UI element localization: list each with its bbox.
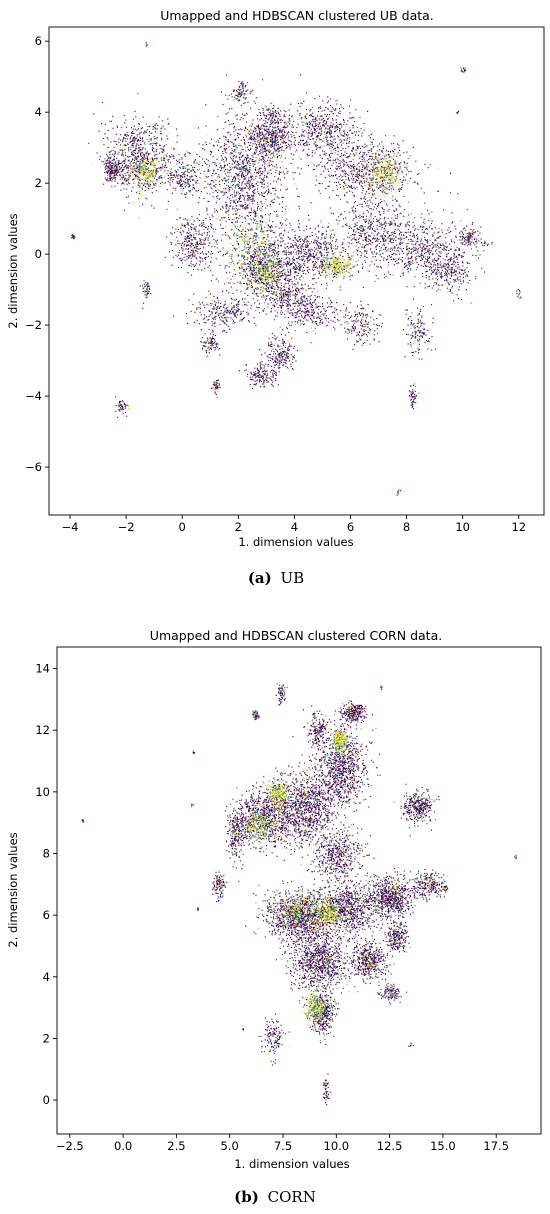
corn-y-tick-label-7: 14: [35, 662, 50, 676]
corn-y-axis-label: 2. dimension values: [6, 832, 20, 947]
ub-x-tick-label-2: 0: [179, 520, 186, 534]
svg-text:(a) UB: (a) UB: [248, 569, 304, 587]
ub-caption-text: UB: [281, 569, 305, 587]
ub-x-tick-label-7: 10: [455, 520, 470, 534]
ub-y-tick-label-1: −4: [25, 389, 42, 403]
ub-y-axis-ticks: −6 −4 −2 0 2 4 6: [25, 34, 49, 474]
corn-y-tick-label-6: 12: [35, 723, 50, 737]
corn-y-tick-label-3: 6: [43, 908, 50, 922]
corn-caption-text: CORN: [268, 1188, 316, 1206]
ub-y-tick-label-3: 0: [35, 247, 42, 261]
corn-x-tick-label-2: 2.5: [167, 1139, 185, 1153]
ub-y-tick-label-0: −6: [25, 460, 42, 474]
corn-x-tick-label-8: 17.5: [483, 1139, 509, 1153]
corn-x-tick-label-5: 10.0: [324, 1139, 350, 1153]
ub-plot-frame: [48, 26, 545, 516]
corn-x-tick-label-6: 12.5: [377, 1139, 403, 1153]
ub-y-tick-label-6: 6: [35, 34, 42, 48]
corn-x-tick-label-7: 15.0: [430, 1139, 456, 1153]
corn-plot-frame: [56, 646, 542, 1135]
corn-point-group-0: [81, 683, 517, 1105]
corn-caption: (b) CORN: [234, 1188, 316, 1206]
ub-point-group-2: [106, 94, 521, 409]
ub-x-tick-label-3: 2: [235, 520, 242, 534]
corn-scatter-points: [81, 683, 517, 1105]
ub-y-tick-label-2: −2: [25, 318, 42, 332]
corn-x-axis-ticks: −2.5 0.0 2.5 5.0 7.5 10.0 12.5 15.0 17.5: [56, 1134, 509, 1153]
ub-x-tick-label-5: 6: [347, 520, 354, 534]
ub-x-tick-label-8: 12: [511, 520, 526, 534]
corn-x-tick-label-3: 5.0: [221, 1139, 239, 1153]
corn-y-axis-ticks: 0 2 4 6 8 10 12 14: [35, 662, 57, 1107]
ub-y-axis-label: 2. dimension values: [6, 213, 20, 328]
svg-text:(b) CORN: (b) CORN: [234, 1188, 316, 1206]
ub-x-tick-label-1: −2: [118, 520, 135, 534]
ub-scatter-chart: Umapped and HDBSCAN clustered UB data. −…: [6, 8, 545, 587]
corn-scatter-chart: Umapped and HDBSCAN clustered CORN data.…: [6, 628, 542, 1206]
ub-y-tick-label-4: 2: [35, 176, 42, 190]
corn-x-tick-label-4: 7.5: [274, 1139, 292, 1153]
ub-y-tick-label-5: 4: [35, 105, 42, 119]
corn-chart-title: Umapped and HDBSCAN clustered CORN data.: [150, 628, 442, 643]
corn-x-tick-label-0: −2.5: [56, 1139, 84, 1153]
corn-y-tick-label-5: 10: [35, 785, 50, 799]
corn-caption-label: (b): [234, 1188, 259, 1206]
corn-point-group-1: [82, 684, 445, 1093]
corn-y-tick-label-0: 0: [43, 1093, 50, 1107]
ub-x-axis-ticks: −4 −2 0 2 4 6 8 10 12: [62, 515, 526, 534]
corn-y-tick-label-1: 2: [43, 1031, 50, 1045]
ub-caption: (a) UB: [248, 569, 304, 587]
corn-y-tick-label-4: 8: [43, 847, 50, 861]
corn-x-axis-label: 1. dimension values: [234, 1157, 349, 1171]
ub-caption-label: (a): [248, 569, 272, 587]
ub-x-axis-label: 1. dimension values: [238, 535, 353, 549]
ub-chart-title: Umapped and HDBSCAN clustered UB data.: [160, 8, 434, 23]
ub-scatter-points: [71, 42, 522, 496]
corn-x-tick-label-1: 0.0: [114, 1139, 132, 1153]
ub-x-tick-label-4: 4: [291, 520, 298, 534]
ub-point-group-0: [71, 42, 522, 496]
corn-y-tick-label-2: 4: [43, 970, 50, 984]
ub-x-tick-label-6: 8: [403, 520, 410, 534]
ub-point-group-3: [91, 85, 520, 494]
ub-x-tick-label-0: −4: [62, 520, 79, 534]
